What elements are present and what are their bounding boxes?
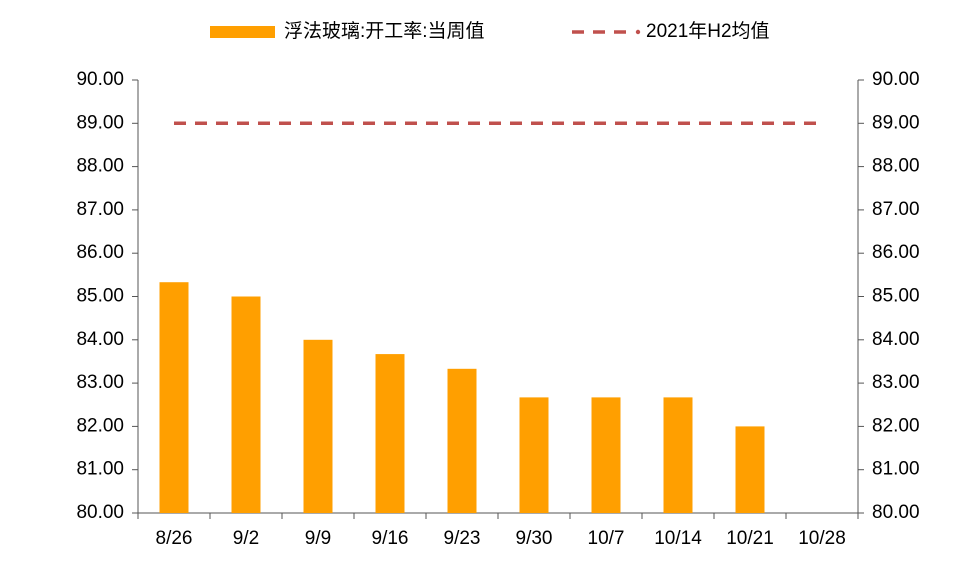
bar	[519, 397, 549, 513]
y-tick-label: 86.00	[76, 242, 124, 263]
y-tick-label: 88.00	[76, 156, 124, 177]
y-tick-label: 82.00	[76, 415, 124, 436]
x-tick-label: 9/2	[233, 528, 259, 549]
bar	[159, 282, 189, 513]
legend-swatch	[210, 26, 275, 38]
x-tick-label: 9/16	[372, 528, 409, 549]
y2-tick-label: 84.00	[872, 329, 920, 350]
y2-tick-label: 90.00	[872, 69, 920, 90]
bar	[375, 354, 405, 513]
legend-dot	[635, 29, 641, 35]
x-tick-label: 10/21	[726, 528, 774, 549]
y2-tick-label: 85.00	[872, 286, 920, 307]
y-tick-label: 80.00	[76, 502, 124, 523]
x-tick-label: 8/26	[156, 528, 193, 549]
bar	[591, 397, 621, 513]
y-tick-label: 90.00	[76, 69, 124, 90]
bar	[447, 368, 477, 513]
y2-tick-label: 82.00	[872, 415, 920, 436]
y-tick-label: 87.00	[76, 199, 124, 220]
y2-tick-label: 89.00	[872, 112, 920, 133]
bar	[735, 426, 765, 513]
y2-tick-label: 87.00	[872, 199, 920, 220]
legend-label: 2021年H2均值	[646, 20, 770, 42]
y-tick-label: 84.00	[76, 329, 124, 350]
y-tick-label: 89.00	[76, 112, 124, 133]
y2-tick-label: 83.00	[872, 372, 920, 393]
x-tick-label: 10/7	[588, 528, 625, 549]
x-tick-label: 9/9	[305, 528, 331, 549]
bar	[231, 296, 261, 513]
x-tick-label: 9/30	[516, 528, 553, 549]
x-tick-label: 10/14	[654, 528, 702, 549]
bar	[663, 397, 693, 513]
y-tick-label: 81.00	[76, 459, 124, 480]
y2-tick-label: 88.00	[872, 156, 920, 177]
x-tick-label: 10/28	[798, 528, 846, 549]
y2-tick-label: 80.00	[872, 502, 920, 523]
y-tick-label: 85.00	[76, 286, 124, 307]
legend-label: 浮法玻璃:开工率:当周值	[284, 20, 485, 42]
x-tick-label: 9/23	[444, 528, 481, 549]
y2-tick-label: 81.00	[872, 459, 920, 480]
y-tick-label: 83.00	[76, 372, 124, 393]
y2-tick-label: 86.00	[872, 242, 920, 263]
bar	[303, 339, 333, 513]
